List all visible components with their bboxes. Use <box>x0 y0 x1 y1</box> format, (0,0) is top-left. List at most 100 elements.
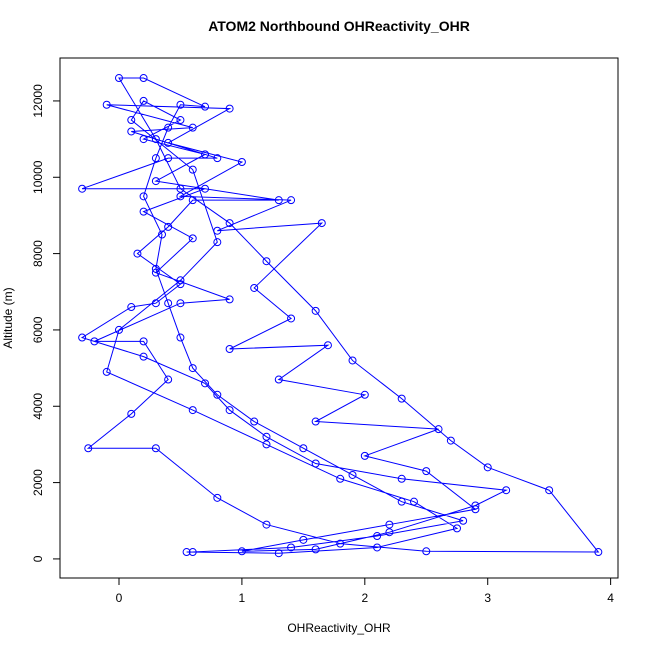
point <box>385 520 394 529</box>
point <box>176 116 185 125</box>
point <box>188 406 197 415</box>
x-tick-label: 4 <box>607 591 614 605</box>
point <box>311 417 320 426</box>
point <box>133 249 142 258</box>
point <box>139 352 148 361</box>
y-tick-label: 8000 <box>31 240 45 267</box>
point <box>471 505 480 514</box>
point <box>262 520 271 529</box>
point <box>139 192 148 201</box>
point <box>139 96 148 105</box>
point <box>164 154 173 163</box>
point <box>78 184 87 193</box>
point <box>78 333 87 342</box>
point <box>84 444 93 453</box>
point <box>237 158 246 166</box>
point <box>151 154 160 163</box>
point <box>287 543 296 552</box>
point <box>409 497 418 506</box>
point <box>164 123 173 132</box>
x-tick-label: 1 <box>239 591 246 605</box>
point <box>102 367 111 376</box>
y-tick-label: 0 <box>31 555 45 562</box>
point <box>188 234 197 243</box>
y-tick-label: 4000 <box>31 393 45 420</box>
point <box>274 196 283 205</box>
point <box>385 528 394 537</box>
point <box>90 337 99 346</box>
point <box>158 230 167 239</box>
point <box>422 547 431 556</box>
point <box>317 219 326 228</box>
point <box>164 375 173 384</box>
y-tick-label: 10000 <box>31 160 45 194</box>
point <box>188 364 197 373</box>
point <box>164 138 173 147</box>
point <box>151 177 160 186</box>
point <box>127 116 136 125</box>
point <box>127 127 136 136</box>
point <box>182 548 191 557</box>
point <box>459 516 468 525</box>
point <box>213 493 222 502</box>
point <box>422 467 431 476</box>
x-tick-label: 0 <box>116 591 123 605</box>
point <box>127 303 136 312</box>
point <box>151 444 160 453</box>
point <box>311 306 320 315</box>
point <box>471 501 480 510</box>
point <box>102 100 111 109</box>
point <box>348 470 357 479</box>
plot-box <box>59 57 619 579</box>
point <box>225 295 234 304</box>
point <box>397 474 406 483</box>
point <box>262 440 271 449</box>
point <box>114 325 123 334</box>
point <box>446 436 455 445</box>
point <box>262 432 271 441</box>
point <box>225 406 234 415</box>
y-tick-label: 6000 <box>31 316 45 343</box>
x-tick-label: 2 <box>361 591 368 605</box>
point <box>452 524 461 533</box>
point <box>176 100 185 109</box>
point <box>188 123 197 132</box>
point <box>336 539 345 548</box>
point <box>176 276 185 285</box>
point <box>287 314 296 323</box>
point <box>176 184 185 193</box>
point <box>225 345 234 354</box>
point <box>323 341 332 350</box>
point <box>299 444 308 453</box>
series-line <box>80 77 600 554</box>
point <box>250 283 259 292</box>
point <box>201 102 210 111</box>
point <box>397 497 406 506</box>
x-tick-label: 3 <box>484 591 491 605</box>
point <box>176 333 185 342</box>
point <box>188 196 197 205</box>
point <box>348 356 357 365</box>
point <box>311 459 320 468</box>
point <box>164 222 173 231</box>
point <box>225 219 234 228</box>
point <box>373 532 382 541</box>
point <box>262 257 271 266</box>
point <box>237 547 246 556</box>
point <box>502 486 511 495</box>
x-axis-label: OHReactivity_OHR <box>287 621 391 635</box>
point <box>164 299 173 308</box>
point <box>139 337 148 346</box>
point <box>139 207 148 216</box>
point <box>176 280 185 289</box>
point <box>311 545 320 554</box>
point <box>213 238 222 247</box>
point <box>201 184 210 193</box>
point <box>274 549 283 558</box>
point <box>213 390 222 399</box>
y-tick-label: 2000 <box>31 469 45 496</box>
point <box>287 196 296 205</box>
point <box>188 165 197 174</box>
